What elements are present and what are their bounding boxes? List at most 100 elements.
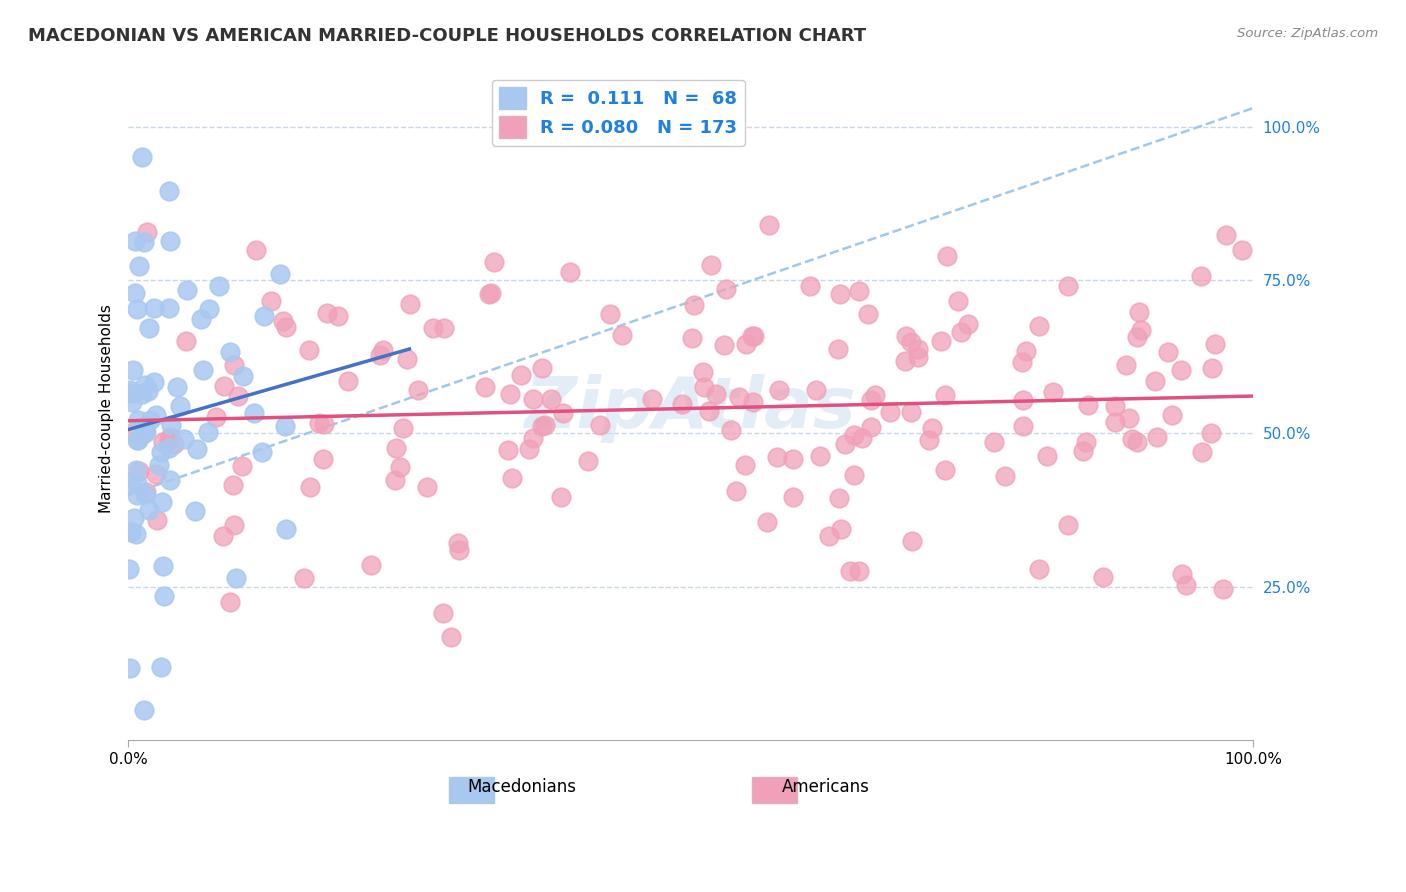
Point xyxy=(395,352,418,367)
Point xyxy=(1189,269,1212,284)
Point xyxy=(125,488,148,502)
Point xyxy=(859,393,882,408)
Point xyxy=(641,392,664,406)
Point xyxy=(269,267,291,281)
Point xyxy=(149,659,172,673)
Point xyxy=(157,433,180,447)
Point xyxy=(159,430,181,444)
Point xyxy=(447,535,470,549)
Point xyxy=(879,405,901,419)
Point xyxy=(243,406,266,420)
Point xyxy=(408,383,430,397)
Point xyxy=(1204,337,1226,351)
Point xyxy=(138,320,160,334)
Point xyxy=(1012,418,1035,433)
Point xyxy=(152,435,174,450)
Point xyxy=(197,302,219,317)
Point xyxy=(1215,227,1237,242)
Point xyxy=(316,306,339,320)
Text: Macedonians: Macedonians xyxy=(467,778,576,796)
Point xyxy=(848,565,870,579)
Point xyxy=(432,606,454,620)
Point xyxy=(692,365,714,379)
Point xyxy=(1042,384,1064,399)
Point xyxy=(741,395,763,409)
Point xyxy=(218,345,240,359)
Point xyxy=(735,337,758,351)
Point xyxy=(859,420,882,434)
Point xyxy=(415,480,437,494)
Point xyxy=(449,543,471,558)
Point xyxy=(159,234,181,248)
Point xyxy=(1104,400,1126,414)
Point xyxy=(128,464,150,478)
Legend: R =  0.111   N =  68, R = 0.080   N = 173: R = 0.111 N = 68, R = 0.080 N = 173 xyxy=(492,80,745,145)
Point xyxy=(225,571,247,585)
Point xyxy=(481,285,503,300)
Point xyxy=(391,421,413,435)
Point xyxy=(830,286,852,301)
Point xyxy=(1128,305,1150,319)
Point xyxy=(697,404,720,418)
Point xyxy=(360,558,382,573)
Point xyxy=(983,434,1005,449)
Point xyxy=(1015,343,1038,358)
Point xyxy=(308,417,330,431)
Point xyxy=(131,150,153,164)
Point xyxy=(682,298,704,312)
FancyBboxPatch shape xyxy=(449,777,494,804)
Point xyxy=(894,354,917,368)
Point xyxy=(125,463,148,477)
Point xyxy=(758,218,780,232)
Point xyxy=(122,425,145,440)
FancyBboxPatch shape xyxy=(752,777,797,804)
Point xyxy=(122,511,145,525)
Point xyxy=(907,350,929,364)
Point xyxy=(134,487,156,501)
Point xyxy=(245,243,267,257)
Point xyxy=(484,255,506,269)
Point xyxy=(808,449,831,463)
Point xyxy=(1199,426,1222,441)
Point xyxy=(136,384,159,399)
Point xyxy=(671,397,693,411)
Point xyxy=(127,302,149,317)
Point xyxy=(120,661,142,675)
Point xyxy=(159,418,181,433)
Point xyxy=(848,285,870,299)
Point xyxy=(121,394,143,409)
Point xyxy=(120,525,142,540)
Point xyxy=(744,329,766,343)
Point xyxy=(1115,358,1137,372)
Point xyxy=(122,363,145,377)
Point xyxy=(159,473,181,487)
Point xyxy=(1092,569,1115,583)
Point xyxy=(127,434,149,448)
Point xyxy=(782,490,804,504)
Point xyxy=(1118,411,1140,425)
Point xyxy=(127,413,149,427)
Point xyxy=(222,358,245,372)
Point xyxy=(218,595,240,609)
Point xyxy=(782,452,804,467)
Point xyxy=(522,392,544,406)
Point xyxy=(132,427,155,442)
Point xyxy=(253,309,276,323)
Point xyxy=(184,504,207,518)
Point xyxy=(994,468,1017,483)
Text: MACEDONIAN VS AMERICAN MARRIED-COUPLE HOUSEHOLDS CORRELATION CHART: MACEDONIAN VS AMERICAN MARRIED-COUPLE HO… xyxy=(28,27,866,45)
Point xyxy=(1121,432,1143,446)
Point xyxy=(134,421,156,435)
Point xyxy=(135,484,157,499)
Point xyxy=(900,334,922,349)
Point xyxy=(934,388,956,402)
Point xyxy=(371,343,394,358)
Point xyxy=(398,297,420,311)
Point xyxy=(599,307,621,321)
Point xyxy=(274,523,297,537)
Point xyxy=(197,425,219,440)
Point xyxy=(298,343,321,357)
Point xyxy=(152,558,174,573)
Point xyxy=(956,318,979,332)
Point xyxy=(713,338,735,352)
